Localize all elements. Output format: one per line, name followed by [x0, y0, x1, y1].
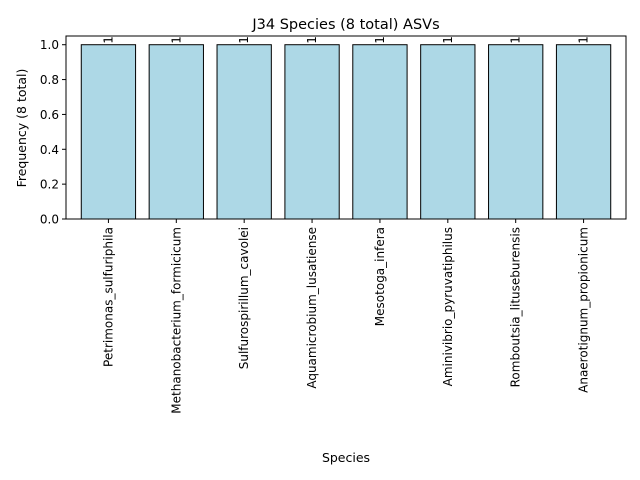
bar-value-label: 1 [373, 36, 387, 44]
x-tick-label: Anaerotignum_propionicum [577, 227, 591, 393]
x-tick-label: Aminivibrio_pyruvatiphilus [441, 227, 455, 386]
x-tick-label: Sulfurospirillum_cavolei [237, 227, 251, 369]
y-axis: 0.0 0.2 0.4 0.6 0.8 1.0 [40, 38, 66, 227]
bar-value-label: 1 [237, 36, 251, 44]
bar-8 [555, 44, 612, 220]
bar-value-label: 1 [305, 36, 319, 44]
y-tick-label: 0.4 [40, 143, 59, 157]
bar-2 [148, 44, 204, 220]
bar-7 [488, 44, 544, 220]
y-tick-label: 0.6 [40, 108, 59, 122]
y-axis-label: Frequency (8 total) [14, 69, 29, 188]
x-tick-label: Petrimonas_sulfuriphila [101, 227, 115, 367]
x-axis: Petrimonas_sulfuriphila Methanobacterium_… [101, 219, 591, 414]
x-tick-label: Aquamicrobium_lusatiense [305, 227, 319, 389]
bar-6 [420, 44, 476, 220]
y-tick-label: 0.0 [40, 213, 59, 227]
bar-4 [284, 44, 340, 220]
y-tick-label: 0.8 [40, 73, 59, 87]
x-tick-label: Methanobacterium_formicicum [169, 227, 183, 414]
bar-value-label: 1 [509, 36, 523, 44]
bar-labels-group: 1 1 1 1 1 1 1 1 [101, 36, 590, 44]
bar-1 [80, 44, 137, 220]
y-tick-label: 1.0 [40, 38, 59, 52]
bar-value-label: 1 [441, 36, 455, 44]
y-tick-label: 0.2 [40, 178, 59, 192]
chart-title: J34 Species (8 total) ASVs [251, 17, 439, 33]
x-tick-label: Mesotoga_infera [373, 227, 387, 326]
bar-5 [352, 44, 408, 220]
bars-group [80, 44, 612, 220]
x-tick-label: Romboutsia_lituseburensis [509, 227, 523, 387]
bar-value-label: 1 [101, 36, 115, 44]
bar-value-label: 1 [577, 36, 591, 44]
bar-3 [216, 44, 272, 220]
x-axis-label: Species [322, 450, 370, 465]
bar-value-label: 1 [169, 36, 183, 44]
plot-area-frame [65, 35, 627, 220]
